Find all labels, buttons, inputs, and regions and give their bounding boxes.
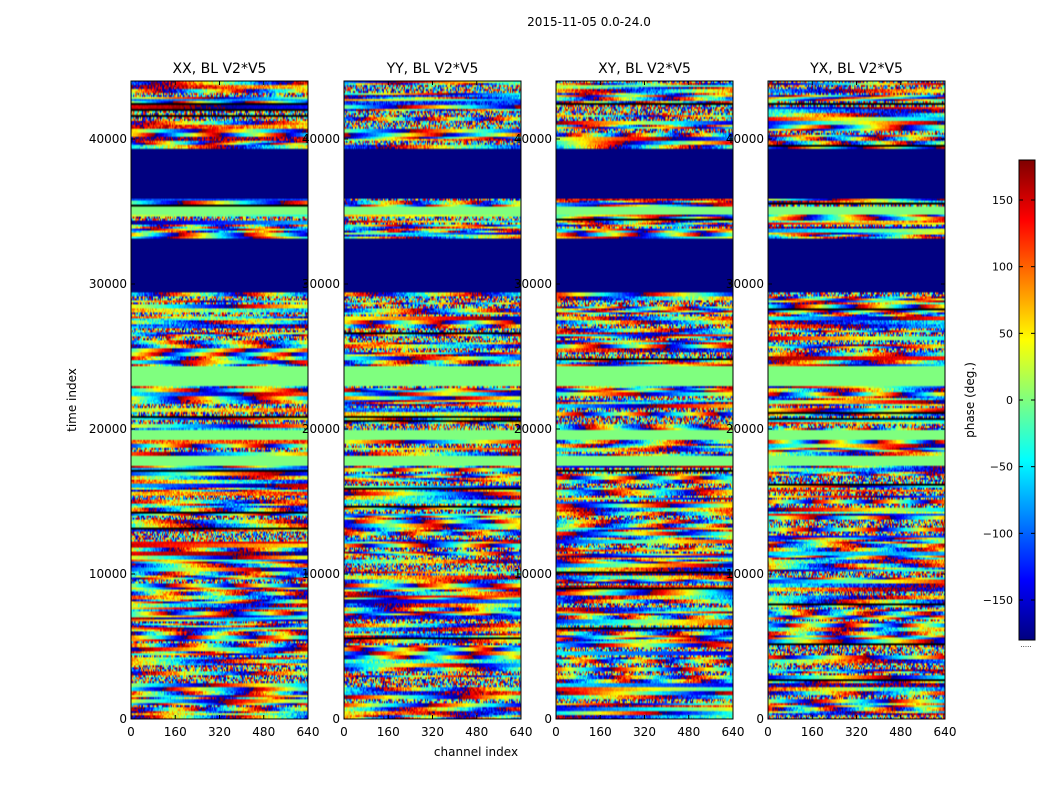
phase-heatmap-1 — [131, 81, 308, 719]
y-tick-label: 40000 — [726, 132, 764, 146]
x-tick-label: 0 — [127, 725, 135, 739]
x-tick-label: 0 — [764, 725, 772, 739]
y-axis-label: time index — [65, 368, 79, 432]
panel-title: YY, BL V2*V5 — [386, 61, 479, 77]
colorbar-tick-label: 0 — [1006, 394, 1013, 407]
y-tick-label: 0 — [544, 712, 552, 726]
x-tick-label: 320 — [208, 725, 231, 739]
colorbar-tick-label: 100 — [992, 261, 1013, 274]
y-tick-label: 10000 — [514, 567, 552, 581]
phase-heatmap-2 — [344, 81, 521, 719]
colorbar: 150 100 50 0 −50 −100 −150 phase (deg.) ..... — [963, 159, 1036, 649]
x-tick-label: 0 — [552, 725, 560, 739]
colorbar-tick-label: 50 — [999, 327, 1013, 340]
y-tick-label: 30000 — [726, 277, 764, 291]
phase-heatmap-4 — [768, 81, 945, 719]
y-tick-label: 10000 — [726, 567, 764, 581]
y-tick-label: 0 — [756, 712, 764, 726]
panel-1: XX, BL V2*V5 0 160 320 480 640 0 10000 20000 3000… — [89, 61, 320, 739]
y-tick-label: 0 — [119, 712, 127, 726]
colorbar-tick-label: −150 — [983, 594, 1013, 607]
colorbar-tick-label: −50 — [990, 461, 1013, 474]
y-tick-label: 30000 — [89, 277, 127, 291]
x-tick-label: 640 — [297, 725, 320, 739]
x-tick-label: 480 — [677, 725, 700, 739]
colorbar-label: phase (deg.) — [963, 362, 977, 438]
x-axis-label: channel index — [434, 745, 518, 759]
x-tick-label: 640 — [510, 725, 533, 739]
y-tick-label: 30000 — [302, 277, 340, 291]
y-tick-label: 40000 — [302, 132, 340, 146]
colorbar-tick-label: −100 — [983, 527, 1013, 540]
panel-title: XX, BL V2*V5 — [173, 61, 267, 77]
y-tick-label: 20000 — [726, 422, 764, 436]
x-tick-label: 480 — [889, 725, 912, 739]
panel-3: XY, BL V2*V5 0 160 320 480 640 0 10000 20000 3000… — [514, 61, 745, 739]
x-tick-label: 320 — [845, 725, 868, 739]
panels-group: XX, BL V2*V5 0 160 320 480 640 0 10000 20000 3000… — [89, 61, 957, 739]
panel-title: XY, BL V2*V5 — [598, 61, 691, 77]
colorbar-footer: ..... — [1020, 641, 1031, 649]
x-tick-label: 640 — [722, 725, 745, 739]
y-tick-label: 40000 — [514, 132, 552, 146]
x-tick-label: 480 — [465, 725, 488, 739]
x-tick-label: 160 — [589, 725, 612, 739]
x-tick-label: 320 — [421, 725, 444, 739]
figure-title: 2015-11-05 0.0-24.0 — [527, 15, 651, 29]
x-tick-label: 160 — [377, 725, 400, 739]
y-tick-label: 20000 — [302, 422, 340, 436]
x-tick-label: 320 — [633, 725, 656, 739]
colorbar-tick-label: 150 — [992, 194, 1013, 207]
x-tick-label: 160 — [164, 725, 187, 739]
colorbar-ticks: 150 100 50 0 −50 −100 −150 — [983, 194, 1035, 607]
y-tick-label: 10000 — [302, 567, 340, 581]
panel-4: YX, BL V2*V5 0 160 320 480 640 0 10000 20000 3000… — [726, 61, 957, 739]
panel-title: YX, BL V2*V5 — [809, 61, 903, 77]
x-tick-label: 640 — [934, 725, 957, 739]
y-tick-label: 10000 — [89, 567, 127, 581]
x-tick-label: 160 — [801, 725, 824, 739]
y-tick-label: 20000 — [514, 422, 552, 436]
y-tick-label: 0 — [332, 712, 340, 726]
y-tick-label: 40000 — [89, 132, 127, 146]
y-tick-label: 30000 — [514, 277, 552, 291]
phase-heatmap-3 — [556, 81, 733, 719]
x-tick-label: 0 — [340, 725, 348, 739]
y-tick-label: 20000 — [89, 422, 127, 436]
panel-2: YY, BL V2*V5 0 160 320 480 640 0 10000 20000 3000… — [302, 61, 533, 739]
x-tick-label: 480 — [252, 725, 275, 739]
